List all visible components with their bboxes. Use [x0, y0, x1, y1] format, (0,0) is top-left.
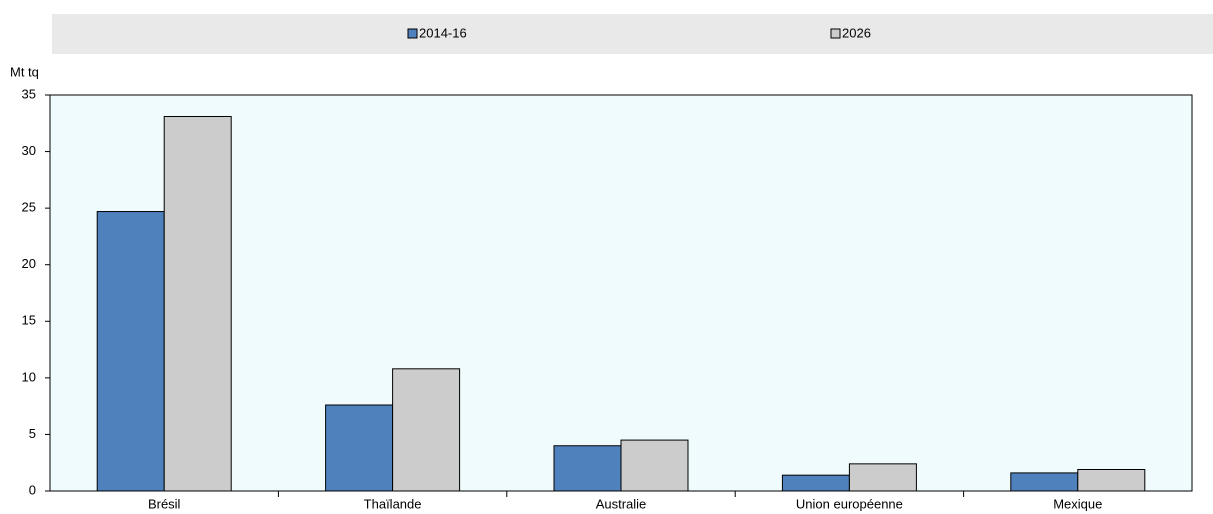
y-tick-label: 5: [29, 426, 36, 441]
x-tick-label: Thaïlande: [364, 496, 422, 511]
legend-label: 2014-16: [419, 25, 467, 40]
x-tick-label: Australie: [596, 496, 647, 511]
bar: [620, 439, 689, 492]
y-tick-label: 0: [29, 482, 36, 497]
y-tick-label: 20: [22, 256, 36, 271]
bar: [325, 404, 394, 492]
legend-band: [52, 14, 1213, 54]
y-tick-label: 15: [22, 313, 36, 328]
y-tick-label: 25: [22, 200, 36, 215]
bar: [848, 463, 917, 492]
bar: [163, 115, 232, 492]
legend-label: 2026: [842, 25, 871, 40]
x-tick-label: Union européenne: [796, 496, 903, 511]
legend-swatch: [830, 28, 841, 39]
bar: [1077, 469, 1146, 492]
bar: [553, 445, 622, 492]
legend-swatch: [407, 28, 418, 39]
y-tick-label: 30: [22, 143, 36, 158]
plot-area: [49, 94, 1193, 492]
x-tick-label: Brésil: [148, 496, 181, 511]
y-tick-label: 35: [22, 86, 36, 101]
bar: [96, 211, 165, 492]
y-axis-label: Mt tq: [10, 64, 39, 79]
bar: [392, 368, 461, 492]
bar: [1010, 472, 1079, 492]
x-tick-label: Mexique: [1053, 496, 1102, 511]
y-tick-label: 10: [22, 369, 36, 384]
bar: [781, 474, 850, 492]
